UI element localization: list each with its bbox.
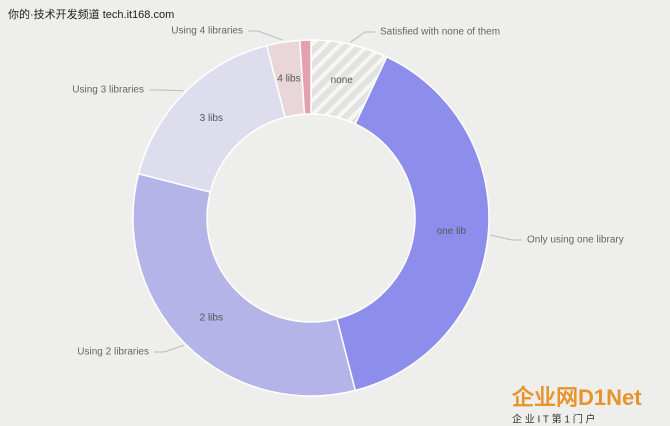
slice-label: 3 libs [200, 113, 223, 124]
slice-description: Using 3 libraries [72, 85, 144, 96]
slice-label: 4 libs [277, 73, 300, 84]
watermark: 你的·技术开发频道 tech.it168.com [8, 7, 174, 21]
slice-label: none [331, 75, 354, 86]
slice-label: 2 libs [200, 312, 223, 323]
slice-description: Using 2 libraries [77, 347, 149, 358]
leader-line [490, 234, 522, 241]
slice-description: Only using one library [527, 235, 624, 246]
slice-description: Satisfied with none of them [380, 27, 500, 38]
logo-tagline: 企 业 I T 第 1 门 户 [512, 413, 596, 426]
logo: 企业网D1Net [511, 385, 642, 410]
donut-slice [335, 55, 490, 392]
slice-description: Using 4 libraries [171, 26, 243, 37]
leader-line [248, 30, 284, 41]
leader-line [149, 89, 184, 92]
donut-slice [299, 39, 312, 116]
donut-slice [132, 172, 357, 397]
leader-line [349, 31, 375, 43]
slice-label: one lib [437, 226, 467, 237]
leader-line [154, 344, 184, 353]
